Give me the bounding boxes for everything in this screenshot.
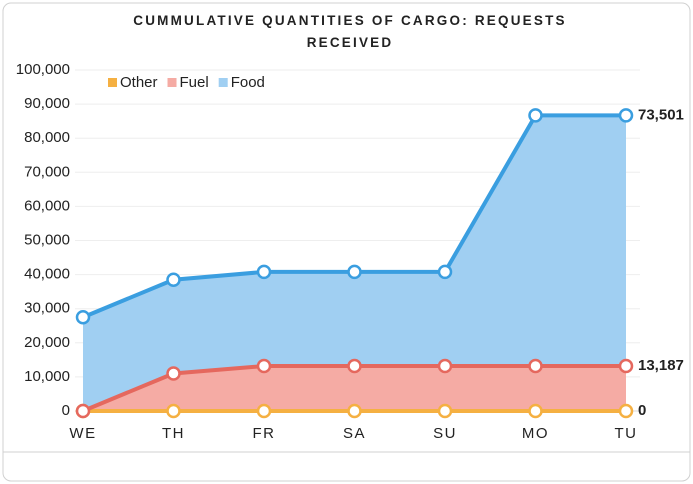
y-tick-label: 20,000 — [24, 334, 70, 351]
legend-swatch — [167, 78, 177, 87]
x-tick-label: TH — [162, 425, 185, 442]
marker — [618, 403, 634, 419]
marker — [166, 272, 181, 287]
area — [83, 115, 626, 411]
y-tick-label: 60,000 — [24, 197, 70, 214]
marker — [528, 403, 543, 419]
marker — [618, 358, 634, 374]
legend-label: Other — [120, 74, 158, 91]
legend-label: Fuel — [180, 74, 209, 91]
marker — [75, 309, 91, 325]
marker — [347, 403, 362, 419]
marker — [437, 358, 453, 374]
y-tick-label: 30,000 — [24, 300, 70, 317]
y-tick-label: 70,000 — [24, 163, 70, 180]
marker — [75, 403, 91, 419]
x-tick-label: MO — [522, 425, 549, 442]
marker — [437, 403, 453, 419]
marker — [256, 358, 272, 374]
data-label: 13,187 — [638, 357, 684, 374]
x-tick-label: TU — [615, 425, 638, 442]
marker — [166, 366, 181, 381]
x-tick-label: SU — [433, 425, 457, 442]
legend-swatch — [218, 78, 228, 87]
marker — [528, 108, 543, 123]
x-tick-label: WE — [69, 425, 96, 442]
marker — [166, 403, 181, 419]
marker — [347, 358, 362, 374]
legend-label: Food — [231, 74, 265, 91]
marker — [347, 264, 362, 280]
y-tick-label: 40,000 — [24, 266, 70, 283]
chart-title: CUMMULATIVE QUANTITIES OF CARGO: REQUEST… — [133, 13, 567, 50]
y-tick-label: 0 — [62, 402, 70, 419]
marker — [618, 108, 634, 123]
area — [83, 366, 626, 411]
x-tick-label: FR — [253, 425, 276, 442]
x-tick-label: SA — [343, 425, 366, 442]
legend-swatch — [108, 78, 117, 87]
data-label: 0 — [638, 402, 646, 419]
data-label: 73,501 — [638, 106, 684, 123]
y-tick-label: 80,000 — [24, 129, 70, 146]
marker — [528, 358, 543, 374]
y-tick-label: 10,000 — [24, 368, 70, 385]
marker — [256, 264, 272, 280]
y-tick-label: 50,000 — [24, 231, 70, 248]
y-tick-label: 90,000 — [24, 95, 70, 112]
marker — [437, 264, 453, 280]
y-tick-label: 100,000 — [16, 61, 70, 78]
marker — [256, 403, 272, 419]
